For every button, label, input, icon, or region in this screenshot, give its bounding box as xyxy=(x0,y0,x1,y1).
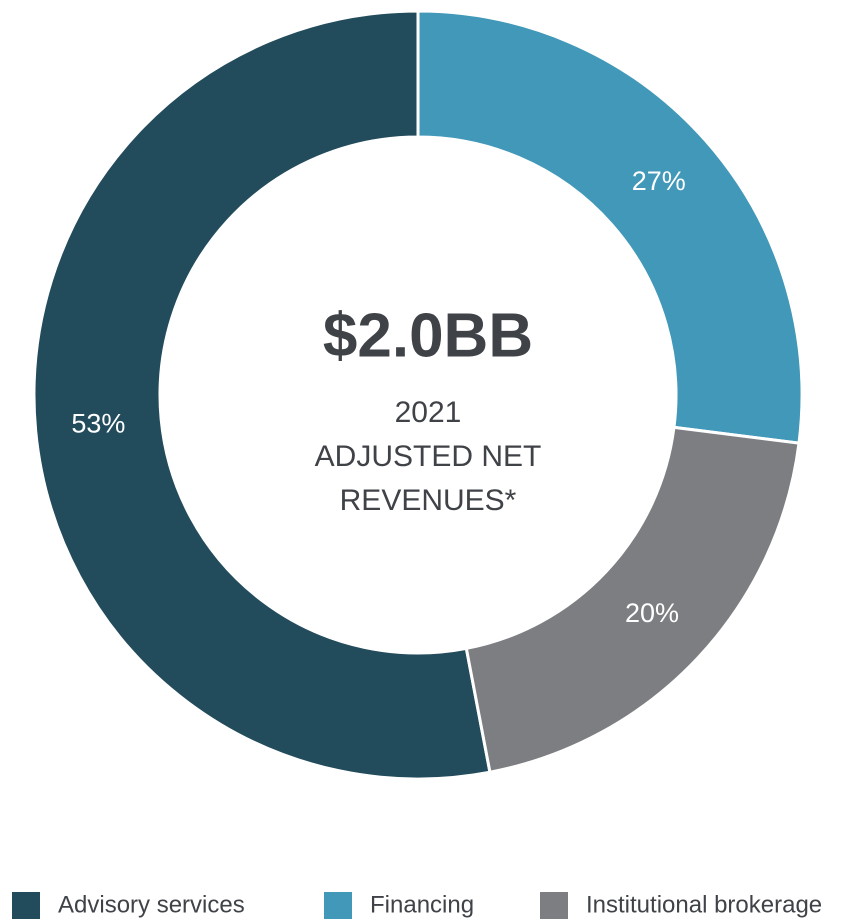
donut-segment xyxy=(32,9,492,781)
legend-swatch xyxy=(12,892,40,919)
center-label: REVENUES* xyxy=(340,484,517,517)
donut-segment xyxy=(464,425,801,774)
donut-segment xyxy=(416,9,804,445)
legend-label: Financing xyxy=(370,891,474,918)
data-label: 27% xyxy=(632,166,686,196)
legend-swatch xyxy=(324,892,352,919)
data-label: 53% xyxy=(71,408,125,438)
legend-swatch xyxy=(540,892,568,919)
center-value: $2.0BB xyxy=(323,301,533,370)
legend-label: Advisory services xyxy=(58,891,245,918)
legend-label: Institutional brokerage xyxy=(586,891,822,918)
center-label: 2021 xyxy=(395,396,462,429)
center-label: ADJUSTED NET xyxy=(315,440,542,473)
data-label: 20% xyxy=(625,598,679,628)
